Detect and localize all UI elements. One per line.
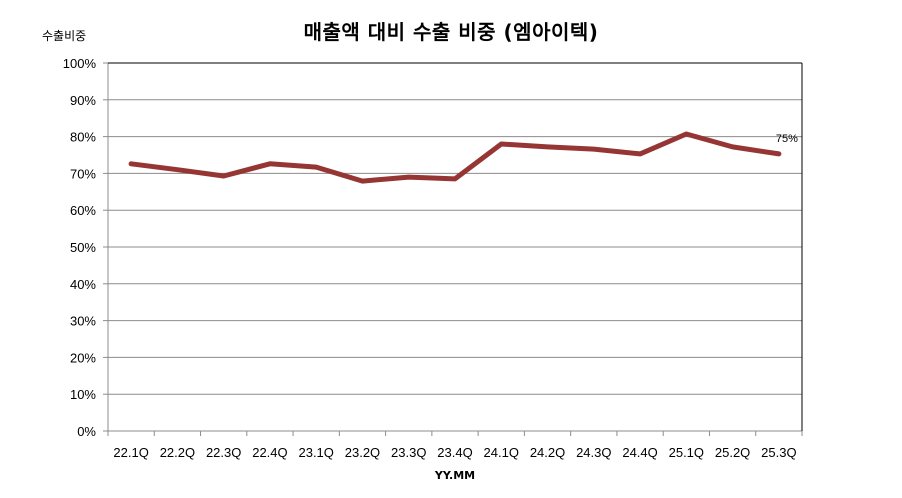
x-tick-label: 25.3Q (761, 445, 796, 460)
x-axis-title: YY.MM (434, 469, 476, 482)
y-tick-label: 10% (70, 387, 96, 402)
x-tick-label: 24.1Q (484, 445, 519, 460)
x-tick-label: 24.4Q (622, 445, 657, 460)
x-tick-label: 25.1Q (669, 445, 704, 460)
x-tick-label: 23.2Q (345, 445, 380, 460)
data-series (128, 131, 782, 184)
data-label: 75% (776, 133, 798, 145)
y-tick-label: 70% (70, 166, 96, 181)
x-tick-label: 22.1Q (113, 445, 148, 460)
gridlines (108, 62, 802, 432)
x-axis-ticks: 22.1Q 22.2Q 22.3Q 22.4Q 23.1Q 23.2Q 23.3Q 23.4Q… (107, 431, 803, 460)
y-tick-label: 0% (77, 424, 96, 439)
chart-title: 매출액 대비 수출 비중 (엠아이텍) (303, 20, 599, 44)
x-tick-label: 22.3Q (206, 445, 241, 460)
y-tick-label: 20% (70, 350, 96, 365)
y-tick-label: 50% (70, 240, 96, 255)
y-tick-label: 90% (70, 93, 96, 108)
y-tick-label: 100% (63, 56, 97, 71)
y-axis-ticks: 0% 10% 20% 30% 40% 50% 60% 70% 80% 90% 100% (63, 56, 108, 439)
y-tick-label: 80% (70, 130, 96, 145)
x-tick-label: 23.3Q (391, 445, 426, 460)
x-tick-label: 22.4Q (252, 445, 287, 460)
data-labels: 75% (776, 133, 798, 145)
series-line (128, 131, 782, 184)
y-tick-label: 30% (70, 314, 96, 329)
x-tick-label: 25.2Q (715, 445, 750, 460)
x-tick-label: 22.2Q (160, 445, 195, 460)
x-tick-label: 24.3Q (576, 445, 611, 460)
x-tick-label: 24.2Q (530, 445, 565, 460)
y-tick-label: 40% (70, 277, 96, 292)
plot-frame (107, 62, 803, 436)
x-tick-label: 23.4Q (437, 445, 472, 460)
x-tick-label: 23.1Q (298, 445, 333, 460)
y-tick-label: 60% (70, 203, 96, 218)
y-axis-title: 수출비중 (42, 29, 87, 43)
